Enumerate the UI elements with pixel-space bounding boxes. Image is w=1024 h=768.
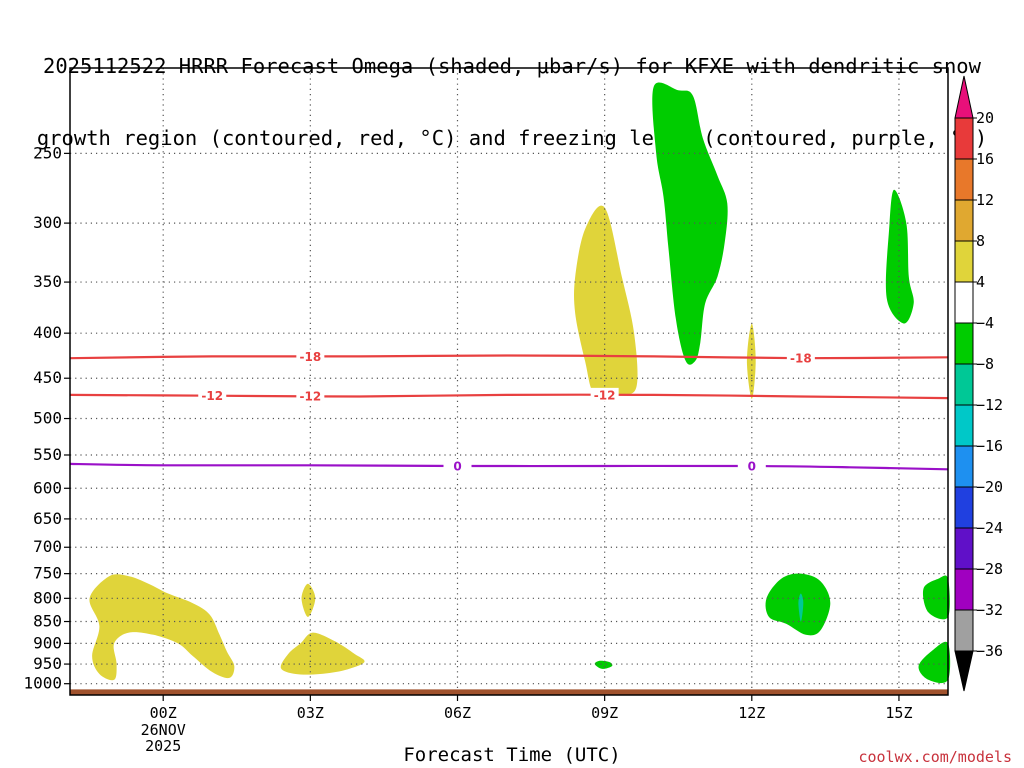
colorbar-swatch (954, 568, 974, 611)
contour-label: 0 (748, 459, 756, 473)
colorbar-swatch (954, 158, 974, 201)
source-credit: coolwx.com/models (858, 748, 1012, 766)
omega-region-7 (765, 573, 831, 636)
contour-line (69, 462, 949, 471)
colorbar-swatch (954, 117, 974, 160)
contour-label-bg (786, 351, 815, 366)
colorbar-label: 4 (976, 273, 985, 291)
colorbar-swatch (954, 445, 974, 488)
colorbar-label: −16 (976, 437, 1003, 455)
contour-label: -12 (594, 388, 616, 402)
colorbar-label: 20 (976, 109, 994, 127)
colorbar-label: −20 (976, 478, 1003, 496)
chart-title-line-2: growth region (contoured, red, °C) and f… (36, 126, 988, 150)
y-tick-label: 850 (33, 612, 62, 631)
omega-region-8 (798, 593, 804, 622)
contour-label-bg (296, 349, 325, 364)
y-tick-label: 500 (33, 409, 62, 428)
colorbar-bottom-arrow (954, 650, 974, 692)
colorbar-label: −32 (976, 601, 1003, 619)
pressure-axis: 250 300 350 400 450 500 550 600 650 700 750 800 850 9… (23, 143, 70, 693)
omega-shading-layer (89, 82, 951, 684)
colorbar-swatch (954, 609, 974, 652)
colorbar-swatch (954, 240, 974, 283)
contour-label-bg (590, 387, 619, 402)
colorbar-label: −28 (976, 560, 1003, 578)
contour-label-bg (198, 388, 227, 403)
colorbar-swatch (954, 322, 974, 365)
x-tick-label: 03Z (297, 704, 324, 722)
y-tick-label: 300 (33, 213, 62, 232)
y-tick-label: 650 (33, 509, 62, 528)
grid-layer (70, 68, 948, 695)
contour-label: -12 (201, 389, 223, 403)
colorbar-swatch (954, 486, 974, 529)
y-tick-label: 250 (33, 143, 62, 162)
y-tick-label: 750 (33, 564, 62, 583)
y-tick-label: 700 (33, 537, 62, 556)
omega-region-10 (922, 575, 950, 620)
colorbar-top-arrow (954, 75, 974, 119)
contour-line (69, 354, 949, 360)
omega-region-11 (918, 641, 951, 684)
y-tick-label: 950 (33, 654, 62, 673)
contour-label: -18 (790, 352, 812, 366)
x-tick-label: 00Z (150, 704, 177, 722)
x-tick-label: 09Z (591, 704, 618, 722)
y-tick-label: 800 (33, 588, 62, 607)
colorbar-label: −8 (976, 355, 994, 373)
colorbar-label: −12 (976, 396, 1003, 414)
contour-label-bg (737, 458, 766, 473)
omega-colorbar: 20 16 12 8 4 −4 −8 −12 −16 −20 −24 −28 −32 −36 (954, 75, 1003, 692)
omega-region-9 (594, 660, 613, 669)
y-tick-label: 900 (33, 633, 62, 652)
y-tick-label: 550 (33, 445, 62, 464)
colorbar-swatch (954, 199, 974, 242)
omega-region-3 (574, 205, 638, 398)
y-tick-label: 450 (33, 368, 62, 387)
y-tick-label: 400 (33, 323, 62, 342)
colorbar-label: −24 (976, 519, 1003, 537)
x-tick-label: 12Z (738, 704, 765, 722)
y-tick-label: 350 (33, 272, 62, 291)
colorbar-swatch (954, 404, 974, 447)
y-tick-label: 600 (33, 478, 62, 497)
colorbar-label: 12 (976, 191, 994, 209)
ground-bar (70, 689, 948, 695)
omega-region-2 (301, 583, 316, 617)
colorbar-label: 8 (976, 232, 985, 250)
contour-label: 0 (453, 459, 461, 473)
chart-title-line-1: 2025112522 HRRR Forecast Omega (shaded, … (43, 54, 981, 78)
contour-layer: -18 -18 -12 -12 -12 0 0 (69, 349, 949, 473)
x-axis-label: Forecast Time (UTC) (403, 744, 621, 766)
colorbar-label: 16 (976, 150, 994, 168)
contour-label-bg (443, 458, 472, 473)
x-tick-sublabel: 2025 (145, 737, 181, 755)
omega-region-1 (280, 632, 365, 675)
colorbar-label: −36 (976, 642, 1003, 660)
contour-label-bg (296, 389, 325, 404)
omega-region-0 (89, 574, 235, 681)
omega-region-4 (746, 323, 756, 399)
colorbar-label: −4 (976, 314, 994, 332)
x-tick-sublabel: 26NOV (141, 721, 186, 739)
plot-frame (69, 67, 949, 696)
x-tick-label: 06Z (444, 704, 471, 722)
colorbar-swatch (954, 363, 974, 406)
ground-layer (70, 689, 948, 695)
x-tick-label: 15Z (885, 704, 912, 722)
contour-label: -12 (300, 390, 322, 404)
colorbar-swatch (954, 281, 974, 324)
colorbar-swatch (954, 527, 974, 570)
y-tick-label: 1000 (23, 674, 62, 693)
contour-label: -18 (300, 350, 322, 364)
omega-region-6 (885, 189, 914, 324)
